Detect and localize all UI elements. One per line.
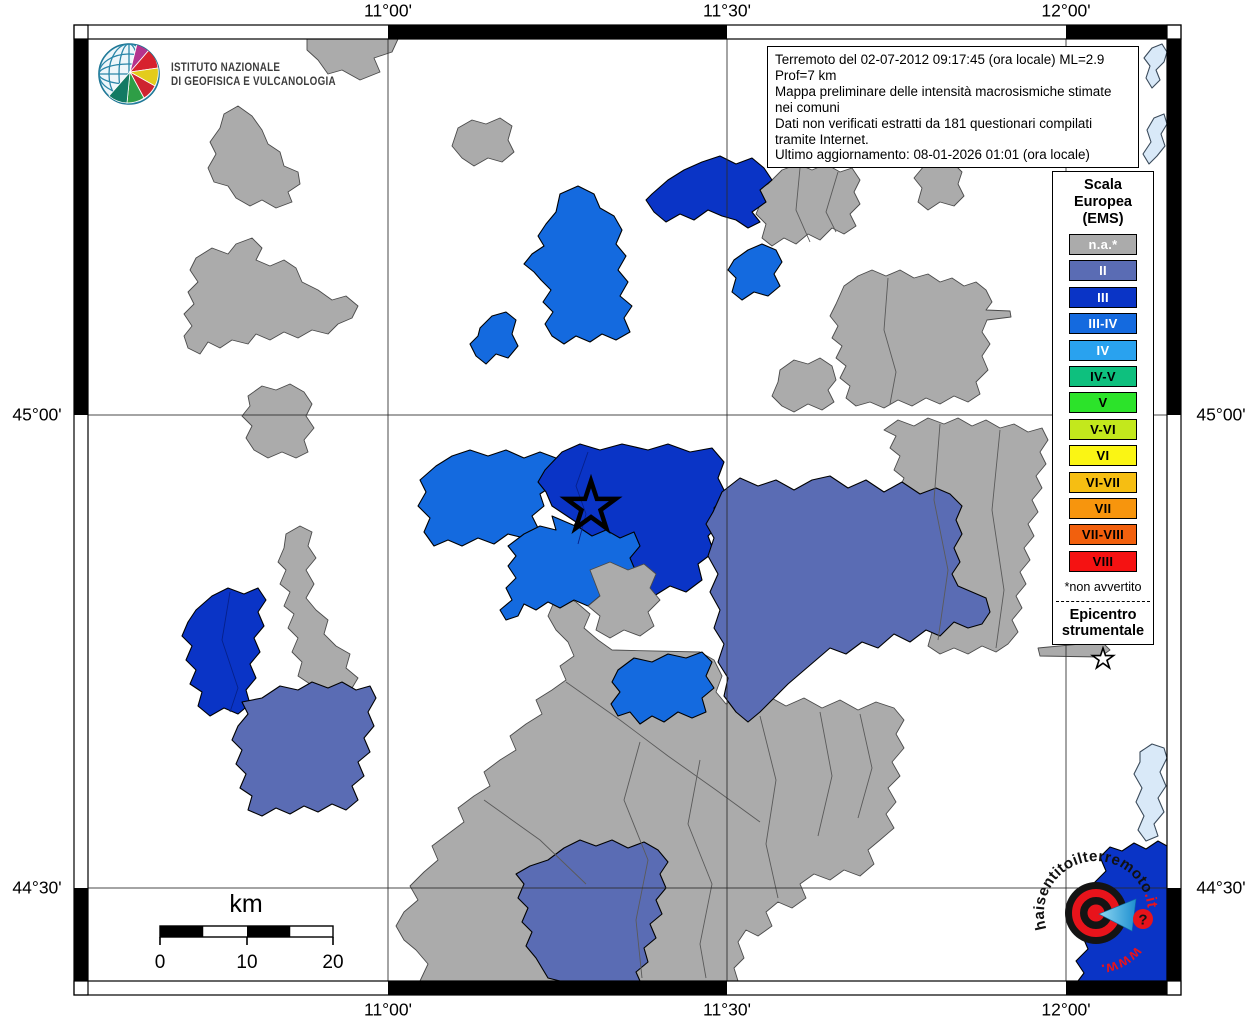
map-region-comune-II bbox=[231, 681, 377, 817]
map-region-comune-III-IV bbox=[469, 311, 519, 365]
axis-label: 12°00' bbox=[1041, 999, 1091, 1020]
legend-swatch-V-VI: V-VI bbox=[1069, 418, 1137, 440]
municipality-border bbox=[825, 171, 839, 233]
municipality-border bbox=[221, 591, 239, 713]
map-region-comune-III-IV bbox=[417, 449, 577, 547]
map-region-comune-III-IV bbox=[523, 185, 633, 345]
map-region-comune-na bbox=[306, 38, 399, 81]
map-region-comune-III-IV bbox=[727, 243, 783, 301]
scale-bar-title: km bbox=[229, 890, 262, 918]
event-info-line: Mappa preliminare delle intensità macros… bbox=[775, 83, 1112, 115]
municipality-border bbox=[623, 741, 649, 979]
map-region-comune-II bbox=[515, 839, 669, 982]
legend-swatch-na: n.a.* bbox=[1069, 234, 1137, 255]
axis-label: 11°00' bbox=[364, 0, 412, 21]
map-region-comune-na bbox=[829, 269, 1012, 409]
event-info-line: Ultimo aggiornamento: 08-01-2026 01:01 (… bbox=[775, 147, 1090, 163]
map-region-comune-na bbox=[587, 561, 661, 639]
event-info-line: Terremoto del 02-07-2012 09:17:45 (ora l… bbox=[775, 52, 1105, 83]
legend-swatch-IV-V: IV-V bbox=[1069, 365, 1137, 387]
scale-bar-tick-label: 0 bbox=[155, 952, 166, 973]
map-region-comune-na bbox=[183, 237, 359, 355]
legend-swatch-III: III bbox=[1069, 286, 1137, 308]
legend-swatch-VII-VIII: VII-VIII bbox=[1069, 524, 1137, 546]
map-region-comune-II bbox=[705, 475, 991, 723]
scale-bar: km 0 10 20 bbox=[155, 890, 344, 973]
map-region-comune-na bbox=[451, 117, 515, 167]
legend-epicenter-label: Epicentro strumentale bbox=[1053, 607, 1153, 640]
municipality-border bbox=[759, 715, 779, 899]
map-region-comune-na bbox=[241, 383, 315, 459]
map-region-comune-na bbox=[207, 105, 301, 209]
legend-footnote: *non avvertito bbox=[1064, 579, 1142, 594]
municipality-border bbox=[857, 713, 873, 819]
legend-items: n.a.* II III III-IV IV IV-V V V-VI VI VI-VII VII VI… bbox=[1053, 234, 1153, 572]
legend-title: Scala Europea (EMS) bbox=[1053, 177, 1153, 228]
legend-epicenter-label-line: strumentale bbox=[1061, 623, 1145, 640]
municipality-border bbox=[933, 423, 949, 641]
scale-bar-tick-label: 20 bbox=[322, 952, 343, 973]
ingv-globe-icon bbox=[98, 43, 160, 105]
municipality-border bbox=[687, 759, 713, 979]
legend-title-line: Europea bbox=[1073, 194, 1132, 210]
axis-label: 44°30' bbox=[1196, 877, 1246, 898]
scale-bar-tick-label: 10 bbox=[236, 952, 257, 973]
legend-swatch-VI-VII: VI-VII bbox=[1069, 471, 1137, 493]
ingv-logo: ISTITUTO NAZIONALE DI GEOFISICA E VULCAN… bbox=[97, 42, 372, 106]
municipality-border bbox=[883, 277, 897, 405]
municipality-border bbox=[991, 429, 1005, 649]
municipality-border bbox=[817, 711, 833, 837]
legend-swatch-VI: VI bbox=[1069, 445, 1137, 467]
map-region-acqua-water bbox=[1142, 113, 1168, 165]
map-region-comune-na bbox=[771, 357, 837, 413]
map-region-comune-III bbox=[645, 155, 773, 229]
axis-label: 11°30' bbox=[703, 999, 751, 1020]
legend-swatch-II: II bbox=[1069, 260, 1137, 282]
map-region-comune-III bbox=[181, 587, 267, 717]
municipality-border bbox=[483, 799, 587, 885]
legend-swatch-VII: VII bbox=[1069, 497, 1137, 519]
ingv-logo-line1: ISTITUTO NAZIONALE bbox=[171, 59, 281, 74]
map-frame bbox=[73, 24, 1182, 996]
municipality-border bbox=[795, 167, 811, 243]
legend-swatch-III-IV: III-IV bbox=[1069, 313, 1137, 335]
legend-swatch-V: V bbox=[1069, 392, 1137, 414]
watermark-question-mark: ? bbox=[1138, 912, 1147, 929]
axis-label: 45°00' bbox=[12, 404, 62, 425]
legend-title-line: (EMS) bbox=[1082, 211, 1124, 227]
ingv-logo-text: ISTITUTO NAZIONALE DI GEOFISICA E VULCAN… bbox=[171, 60, 336, 89]
municipality-border bbox=[565, 681, 761, 823]
axis-label: 11°00' bbox=[364, 999, 412, 1020]
axis-label: 12°00' bbox=[1041, 0, 1091, 21]
epicenter-star bbox=[559, 473, 623, 534]
map-region-comune-III-IV bbox=[610, 651, 715, 725]
legend-swatch-VIII: VIII bbox=[1069, 550, 1137, 572]
watermark-question-badge bbox=[1133, 909, 1153, 929]
map-region-comuni-area-na bbox=[395, 593, 905, 982]
axis-label: 45°00' bbox=[1196, 404, 1246, 425]
legend-epicenter-star-icon bbox=[1053, 644, 1153, 679]
intensity-legend: Scala Europea (EMS) n.a.* II III III-IV IV IV-V… bbox=[1052, 171, 1154, 670]
legend-epicenter-label-line: Epicentro bbox=[1069, 606, 1137, 623]
legend-swatch-IV: IV bbox=[1069, 339, 1137, 361]
axis-label: 44°30' bbox=[12, 877, 62, 898]
legend-title-line: Scala bbox=[1084, 177, 1122, 193]
event-info-box: Terremoto del 02-07-2012 09:17:45 (ora l… bbox=[767, 46, 1139, 169]
ingv-logo-line2: DI GEOFISICA E VULCANOLOGIA bbox=[171, 74, 336, 88]
axis-label: 11°30' bbox=[703, 0, 751, 21]
map-region-acqua-water bbox=[1143, 43, 1168, 89]
event-info-line: Dati non verificati estratti da 181 ques… bbox=[775, 115, 1093, 147]
legend-divider bbox=[1056, 600, 1150, 602]
